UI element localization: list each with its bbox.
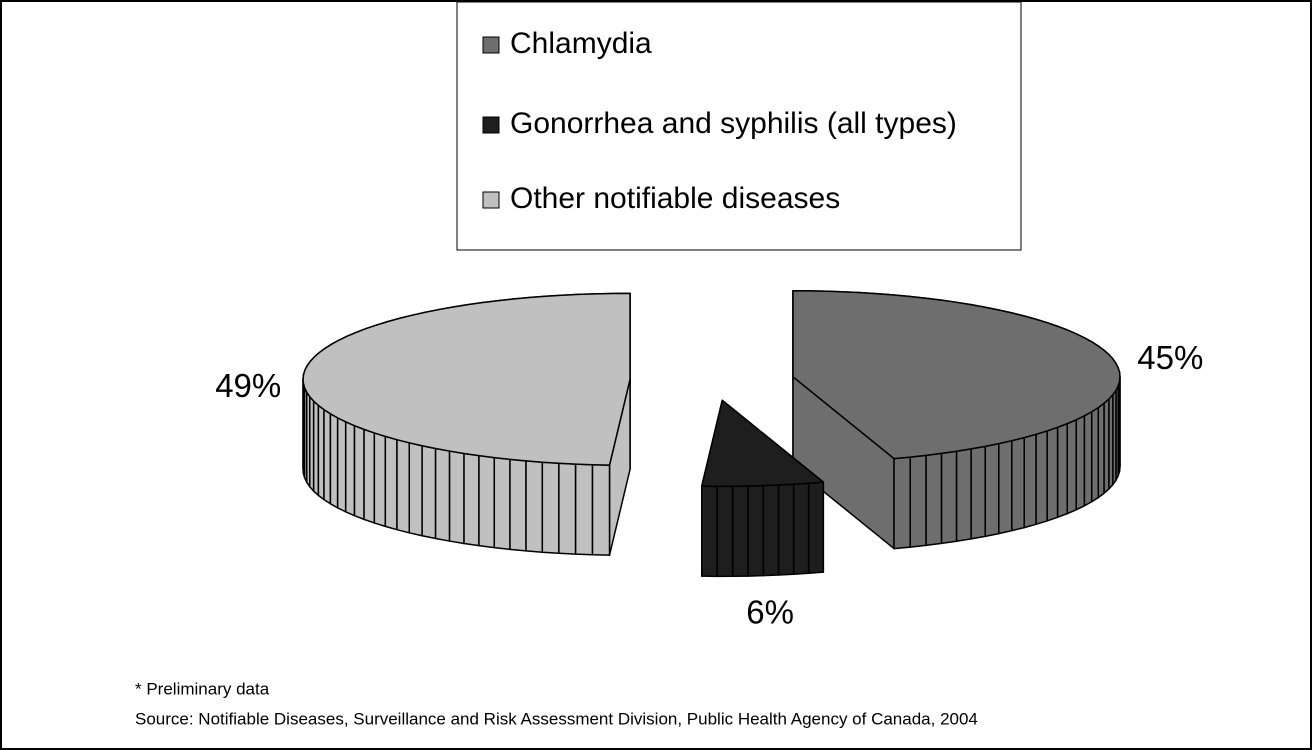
pie-slice — [700, 399, 825, 578]
slice-side — [493, 456, 511, 551]
slice-top — [700, 399, 825, 488]
slice-side — [344, 421, 356, 517]
slice-side — [1046, 426, 1059, 522]
slice-side — [970, 445, 986, 540]
slice-side — [998, 439, 1013, 535]
slice-side — [1023, 433, 1037, 529]
legend-swatch — [482, 116, 500, 134]
pie-slice — [792, 290, 1121, 550]
slice-side — [541, 461, 560, 555]
slice-side — [373, 432, 387, 528]
slice-side — [574, 463, 594, 556]
slice-side — [329, 413, 339, 509]
slice-side — [323, 408, 332, 505]
value-label: 49% — [215, 367, 281, 404]
legend-box — [456, 1, 1022, 251]
slice-side — [1075, 415, 1086, 511]
slice-side — [1066, 419, 1077, 515]
slice-side — [1011, 436, 1025, 532]
legend-label: Other notifiable diseases — [510, 182, 840, 215]
slice-side — [716, 485, 734, 578]
slice-side — [478, 454, 496, 549]
slice-side — [448, 450, 465, 545]
slice-side — [807, 481, 825, 575]
note: Source: Notifiable Diseases, Surveillanc… — [135, 709, 978, 728]
legend-label: Gonorrhea and syphilis (all types) — [510, 107, 957, 140]
slice-side — [1035, 430, 1048, 526]
slice-side — [893, 456, 911, 550]
slice-side — [396, 438, 411, 534]
slice-side — [762, 484, 780, 577]
slice-side — [558, 462, 577, 555]
slice-top — [302, 292, 631, 466]
slice-side — [336, 417, 347, 513]
pie-slice — [302, 292, 631, 556]
slice-side — [353, 424, 365, 521]
slice-side — [421, 444, 437, 540]
slice-side — [984, 442, 1000, 538]
slice-side — [731, 485, 749, 578]
legend-swatch — [482, 36, 500, 54]
value-label: 6% — [746, 593, 794, 630]
slice-side — [591, 464, 611, 556]
slice-side — [363, 428, 376, 524]
slice-side — [1097, 402, 1105, 499]
slice-side — [317, 404, 325, 501]
slice-top — [792, 290, 1121, 460]
slice-side — [463, 452, 480, 547]
legend-label: Chlamydia — [510, 27, 652, 60]
slice-side — [1056, 422, 1068, 519]
slice-side — [777, 483, 795, 576]
note: * Preliminary data — [135, 679, 270, 698]
slice-side — [700, 485, 718, 578]
slice-side — [909, 454, 927, 548]
slice-side — [1090, 406, 1100, 503]
slice-side — [525, 460, 544, 553]
slice-side — [408, 442, 423, 537]
value-label: 45% — [1137, 339, 1203, 376]
slice-side — [509, 458, 527, 552]
slice-side — [925, 452, 943, 547]
slice-side — [955, 448, 972, 543]
slice-side — [434, 447, 451, 542]
slice-side — [1083, 411, 1093, 507]
slice-side — [747, 484, 765, 577]
slice-side — [792, 482, 810, 576]
slice-side — [940, 450, 958, 545]
slice-side — [384, 435, 398, 531]
legend-swatch — [482, 191, 500, 209]
